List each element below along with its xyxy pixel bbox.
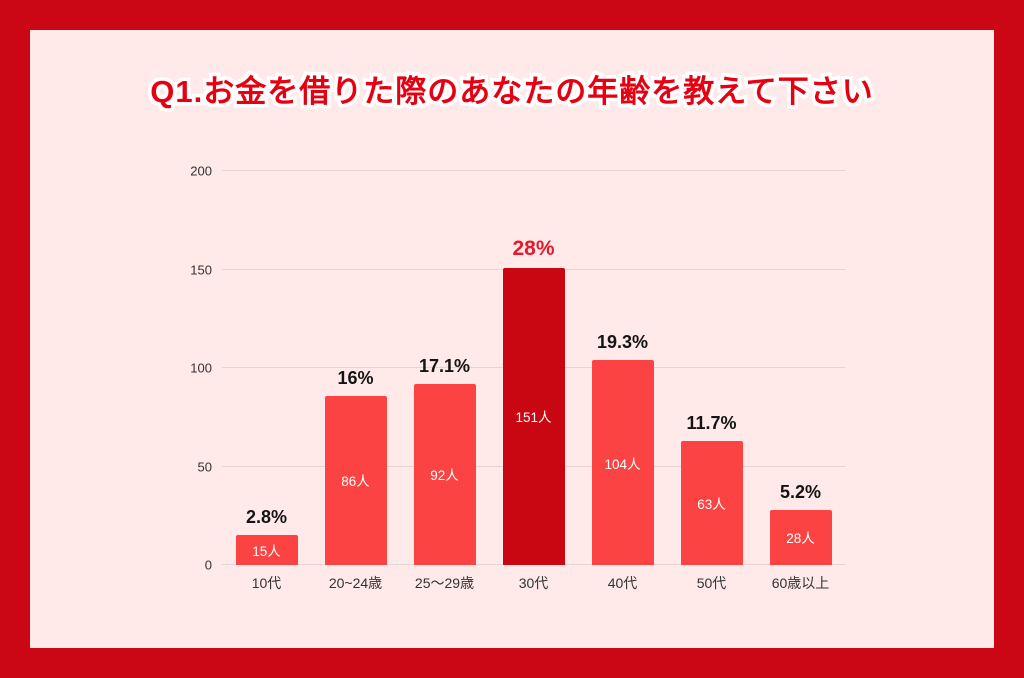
percent-label: 17.1% [418, 355, 471, 376]
bar-group: 16% 86人 20~24歳 [311, 171, 400, 591]
y-tick-label: 0 [204, 557, 212, 573]
count-label: 15人 [252, 544, 281, 560]
bar-group: 2.8% 15人 10代 [222, 171, 311, 591]
bar: 86人 [324, 395, 387, 565]
percent-label: 11.7% [686, 412, 737, 433]
bar: 63人 [680, 440, 743, 565]
bars: 2.8% 15人 10代 16% 86人 20~24歳 17.1% 92人 25〜29歳 28% 1… [222, 171, 845, 591]
y-axis: 0 50 100 150 200 [160, 164, 212, 573]
gridline [222, 170, 845, 171]
x-category-label: 40代 [607, 575, 638, 591]
bar-group: 28% 151人 30代 [489, 171, 578, 591]
x-category-label: 60歳以上 [771, 575, 830, 591]
y-tick-label: 50 [197, 459, 212, 474]
percent-label: 2.8% [245, 507, 288, 528]
count-label: 104人 [604, 456, 641, 472]
count-label: 63人 [697, 496, 726, 512]
count-label: 28人 [786, 531, 815, 547]
percent-label: 5.2% [779, 481, 822, 502]
bar: 28人 [769, 509, 832, 565]
plot-area: 2.8% 15人 10代 16% 86人 20~24歳 17.1% 92人 25〜29歳 28% 1… [222, 170, 845, 591]
percent-label: 19.3% [596, 332, 649, 353]
y-tick-label: 100 [190, 360, 212, 376]
percent-label: 28% [512, 236, 555, 260]
bar-group: 17.1% 92人 25〜29歳 [400, 171, 489, 591]
count-label: 86人 [341, 474, 370, 490]
bar-group: 5.2% 28人 60歳以上 [756, 171, 845, 591]
bar: 104人 [591, 360, 654, 565]
count-label: 151人 [515, 410, 552, 426]
x-category-label: 10代 [251, 575, 282, 591]
bar-group: 11.7% 63人 50代 [667, 171, 756, 591]
count-label: 92人 [430, 468, 459, 484]
bar: 92人 [413, 383, 476, 565]
percent-label: 16% [337, 367, 374, 388]
x-category-label: 50代 [696, 575, 727, 591]
bar-group: 19.3% 104人 40代 [578, 171, 667, 591]
x-category-label: 20~24歳 [328, 575, 383, 591]
bar: 151人 [502, 267, 565, 565]
x-category-label: 30代 [518, 575, 549, 591]
chart-title: Q1.お金を借りた際のあなたの年齢を教えて下さい [147, 71, 876, 113]
bar: 15人 [235, 535, 298, 565]
x-category-label: 25〜29歳 [414, 575, 475, 591]
y-tick-label: 200 [190, 163, 212, 179]
chart-panel: Q1.お金を借りた際のあなたの年齢を教えて下さい 0 50 100 150 200 2.… [30, 30, 994, 648]
y-tick-label: 150 [190, 262, 212, 277]
